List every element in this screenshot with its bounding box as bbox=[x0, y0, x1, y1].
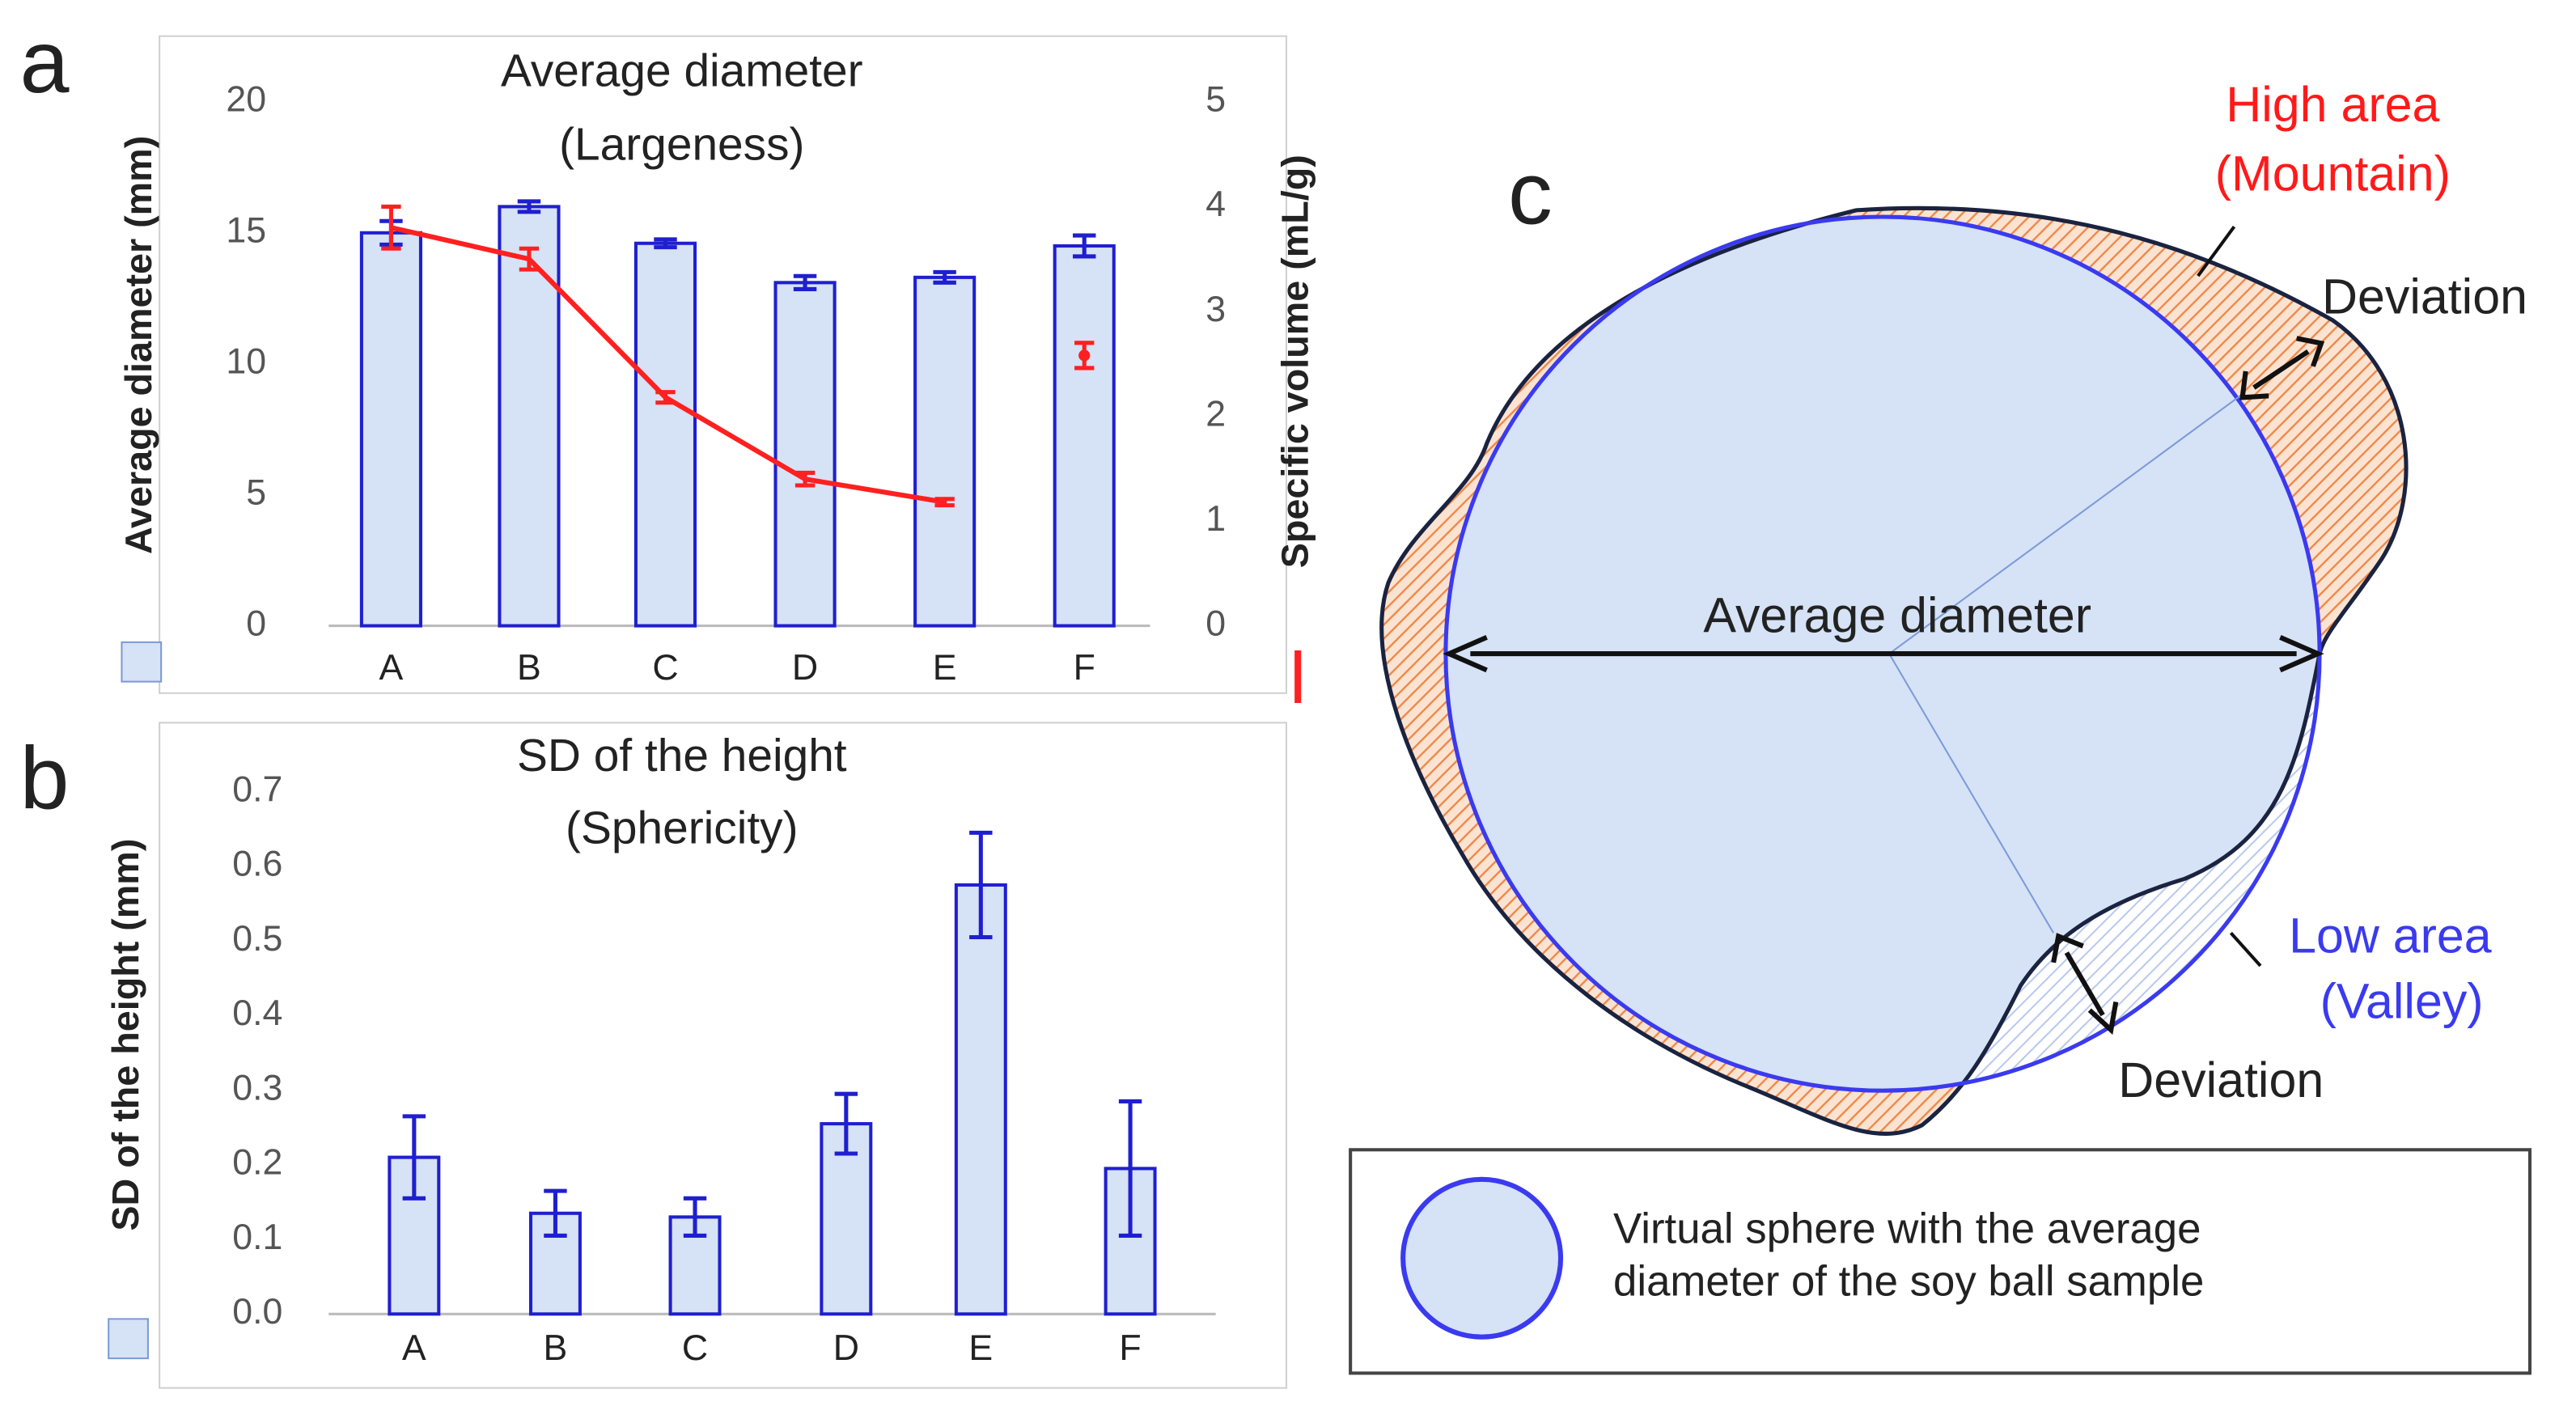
y-tick-label: 15 bbox=[226, 211, 266, 251]
chart-title: (Sphericity) bbox=[566, 803, 798, 853]
diagram: High area (Mountain) Deviation Average d… bbox=[1349, 77, 2532, 1375]
sample-outline bbox=[1379, 205, 2409, 1136]
radius bbox=[1888, 653, 2055, 934]
y-tick-label: 0.1 bbox=[232, 1218, 282, 1257]
high-area-label: (Mountain) bbox=[2215, 146, 2451, 201]
x-tick-label: E bbox=[968, 1328, 993, 1368]
x-tick-label: D bbox=[833, 1328, 859, 1368]
y2-tick-label: 0 bbox=[1205, 603, 1226, 643]
x-tick-label: A bbox=[402, 1328, 426, 1368]
y2-tick-label: 2 bbox=[1205, 394, 1226, 434]
y-tick-label: 0.0 bbox=[232, 1292, 282, 1332]
chart-title: Average diameter bbox=[501, 45, 863, 96]
chart-title: (Largeness) bbox=[559, 120, 804, 171]
y-tick-label: 5 bbox=[246, 472, 266, 512]
y-tick-label: 0 bbox=[246, 603, 266, 643]
deviation-label: Deviation bbox=[2322, 269, 2527, 324]
legend-text: diameter of the soy ball sample bbox=[1613, 1258, 2204, 1306]
y-tick-label: 20 bbox=[226, 80, 266, 120]
panel-b-frame bbox=[159, 722, 1287, 1389]
y-tick-label: 0.2 bbox=[232, 1143, 282, 1183]
x-tick-label: F bbox=[1119, 1328, 1141, 1368]
y2-tick-label: 5 bbox=[1205, 80, 1226, 120]
bar bbox=[359, 231, 422, 628]
x-tick-label: D bbox=[792, 648, 818, 688]
x-tick-label: A bbox=[379, 648, 404, 688]
x-tick-label: B bbox=[544, 1328, 568, 1368]
x-tick-label: B bbox=[517, 648, 541, 688]
deviation-label: Deviation bbox=[2118, 1052, 2324, 1107]
legend-swatch bbox=[108, 1318, 149, 1360]
y-tick-label: 0.3 bbox=[232, 1068, 282, 1107]
y2-axis-label: Specific volume (mL/g) bbox=[1274, 155, 1316, 568]
arrows bbox=[1443, 225, 2325, 1035]
overlap-fill bbox=[1445, 217, 2320, 1091]
panel-label: c bbox=[1508, 145, 1553, 244]
panel-label: a bbox=[20, 13, 70, 112]
y-tick-label: 0.7 bbox=[232, 769, 282, 809]
y2-tick-label: 3 bbox=[1205, 290, 1226, 329]
bar bbox=[633, 241, 697, 628]
y-axis-label: SD of the height (mm) bbox=[104, 839, 146, 1231]
legend-swatch bbox=[121, 641, 163, 683]
y2-tick-label: 4 bbox=[1205, 184, 1226, 224]
bar bbox=[954, 883, 1007, 1316]
legend-sphere bbox=[1400, 1176, 1564, 1340]
low-area-label: (Valley) bbox=[2320, 974, 2484, 1029]
y-tick-label: 0.5 bbox=[232, 919, 282, 959]
bar bbox=[1053, 244, 1116, 628]
bar bbox=[773, 281, 837, 628]
y2-tick-label: 1 bbox=[1205, 499, 1226, 539]
y-tick-label: 0.4 bbox=[232, 993, 282, 1033]
radius bbox=[1888, 393, 2243, 654]
legend-text: Virtual sphere with the average bbox=[1613, 1205, 2201, 1253]
high-area-label: High area bbox=[2226, 77, 2439, 132]
y-axis-label: Average diameter (mm) bbox=[117, 136, 159, 554]
y-tick-label: 0.6 bbox=[232, 845, 282, 884]
x-tick-label: C bbox=[682, 1328, 708, 1368]
average-diameter-label: Average diameter bbox=[1703, 588, 2091, 643]
x-tick-label: C bbox=[652, 648, 678, 688]
chart-title: SD of the height bbox=[517, 731, 847, 781]
x-tick-label: E bbox=[933, 648, 957, 688]
y-tick-label: 10 bbox=[226, 342, 266, 382]
x-tick-label: F bbox=[1074, 648, 1095, 688]
panel-label: b bbox=[20, 729, 70, 828]
bar bbox=[913, 275, 977, 628]
low-area-label: Low area bbox=[2289, 908, 2492, 963]
